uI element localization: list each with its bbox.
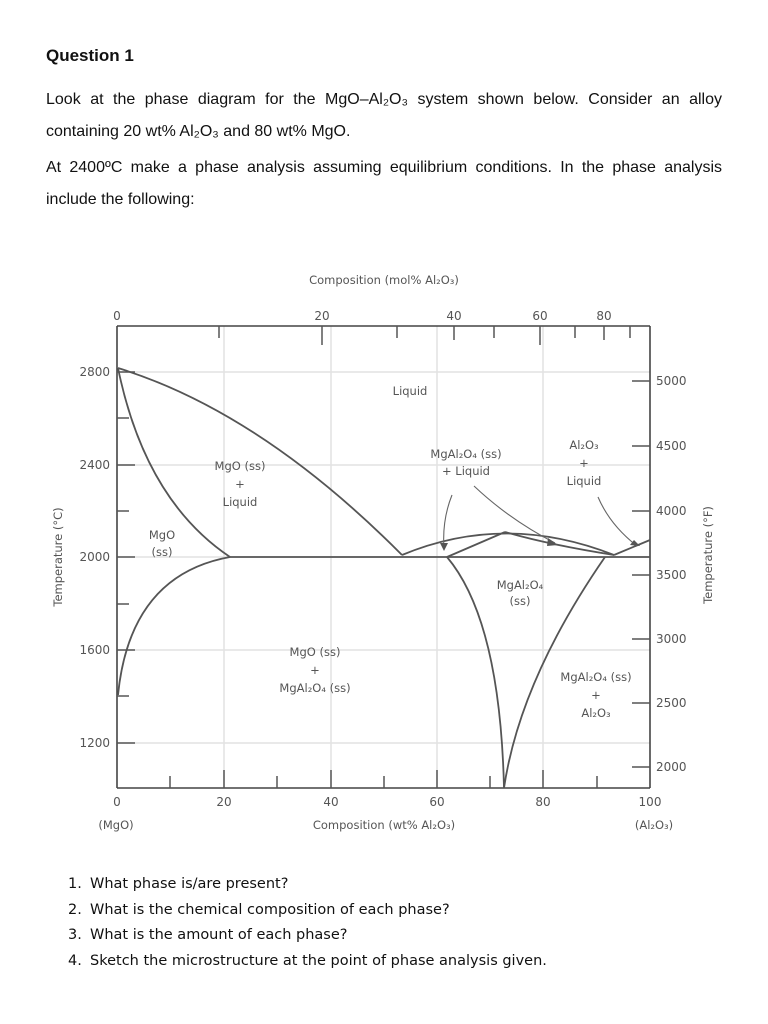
bottom-tick-label: 80 <box>535 795 550 809</box>
bottom-axis-ticks <box>169 770 598 788</box>
question-title: Question 1 <box>46 46 134 65</box>
left-tick-label: 2000 <box>79 550 110 564</box>
question-list: 1. What phase is/are present? 2. What is t… <box>68 872 547 974</box>
list-text: What is the chemical composition of each… <box>90 901 450 918</box>
region-label-mgo-ss: MgO <box>149 528 175 542</box>
top-tick-label: 20 <box>314 309 329 323</box>
list-text: What phase is/are present? <box>90 876 289 892</box>
bottom-tick-label: 40 <box>323 795 338 809</box>
region-label-mgo-spinel: MgO (ss) <box>290 645 341 659</box>
left-tick-label: 1600 <box>79 643 110 657</box>
question-instruction-paragraph: At 2400ºC make a phase analysis assuming… <box>46 159 722 208</box>
list-number: 2. <box>68 901 82 918</box>
list-item: 1. What phase is/are present? <box>68 872 547 898</box>
region-label-liquid: Liquid <box>393 384 428 398</box>
region-label-spinel-alumina: + <box>591 688 601 702</box>
top-axis-title: Composition (mol% Al₂O₃) <box>309 273 459 287</box>
al2o3-end-label: (Al₂O₃) <box>635 818 673 832</box>
left-axis-title: Temperature (°C) <box>51 507 65 607</box>
region-label-mgo-liquid: + <box>235 477 245 491</box>
region-label-spinel-ss: (ss) <box>510 594 531 608</box>
top-tick-label: 80 <box>596 309 611 323</box>
region-label-spinel-liquid: + Liquid <box>442 464 490 478</box>
list-text: What is the amount of each phase? <box>90 927 348 943</box>
arrow-heads <box>440 538 640 551</box>
phase-boundaries <box>117 367 651 789</box>
list-item: 4. Sketch the microstructure at the point… <box>68 949 547 975</box>
bottom-tick-label: 0 <box>113 795 121 809</box>
region-label-mgo-liquid: MgO (ss) <box>215 459 266 473</box>
region-label-alumina-liquid: Liquid <box>567 474 602 488</box>
list-number: 1. <box>68 876 82 892</box>
right-tick-label: 4500 <box>656 439 687 453</box>
region-label-mgo-liquid: Liquid <box>223 495 258 509</box>
region-label-mgo-spinel: MgAl₂O₄ (ss) <box>279 681 350 695</box>
list-number: 3. <box>68 927 82 943</box>
right-tick-label: 4000 <box>656 504 687 518</box>
question-intro-paragraph: Look at the phase diagram for the MgO–Al… <box>46 91 722 140</box>
region-label-spinel-alumina: MgAl₂O₄ (ss) <box>560 670 631 684</box>
region-label-spinel-alumina: Al₂O₃ <box>581 706 611 720</box>
left-tick-label: 2800 <box>79 365 110 379</box>
left-tick-label: 1200 <box>79 736 110 750</box>
region-label-alumina-liquid: + <box>579 456 589 470</box>
region-label-spinel-ss: MgAl₂O₄ <box>497 578 544 592</box>
top-axis-ticks <box>218 326 631 345</box>
right-axis-title: Temperature (°F) <box>701 506 715 605</box>
right-tick-label: 5000 <box>656 374 687 388</box>
top-tick-label: 60 <box>532 309 547 323</box>
list-item: 2. What is the chemical composition of ea… <box>68 898 547 924</box>
top-tick-label: 40 <box>446 309 461 323</box>
phase-diagram: 0 20 40 60 80 0 20 40 60 80 100 2800 240… <box>51 273 715 832</box>
list-number: 4. <box>68 952 82 969</box>
list-text: Sketch the microstructure at the point o… <box>90 952 547 969</box>
bottom-tick-label: 20 <box>216 795 231 809</box>
bottom-tick-label: 100 <box>639 795 662 809</box>
label-arrows <box>443 485 638 549</box>
bottom-axis-title: Composition (wt% Al₂O₃) <box>313 818 455 832</box>
right-axis-ticks <box>632 380 650 768</box>
left-tick-label: 2400 <box>79 458 110 472</box>
mgo-end-label: (MgO) <box>98 818 133 832</box>
right-tick-label: 2500 <box>656 696 687 710</box>
top-tick-label: 0 <box>113 309 121 323</box>
region-label-mgo-ss: (ss) <box>152 545 173 559</box>
region-label-alumina-liquid: Al₂O₃ <box>569 438 599 452</box>
region-label-spinel-liquid: MgAl₂O₄ (ss) <box>430 447 501 461</box>
right-tick-label: 3000 <box>656 632 687 646</box>
bottom-tick-label: 60 <box>429 795 444 809</box>
right-tick-label: 2000 <box>656 760 687 774</box>
region-label-mgo-spinel: + <box>310 663 320 677</box>
right-tick-label: 3500 <box>656 568 687 582</box>
list-item: 3. What is the amount of each phase? <box>68 923 547 949</box>
